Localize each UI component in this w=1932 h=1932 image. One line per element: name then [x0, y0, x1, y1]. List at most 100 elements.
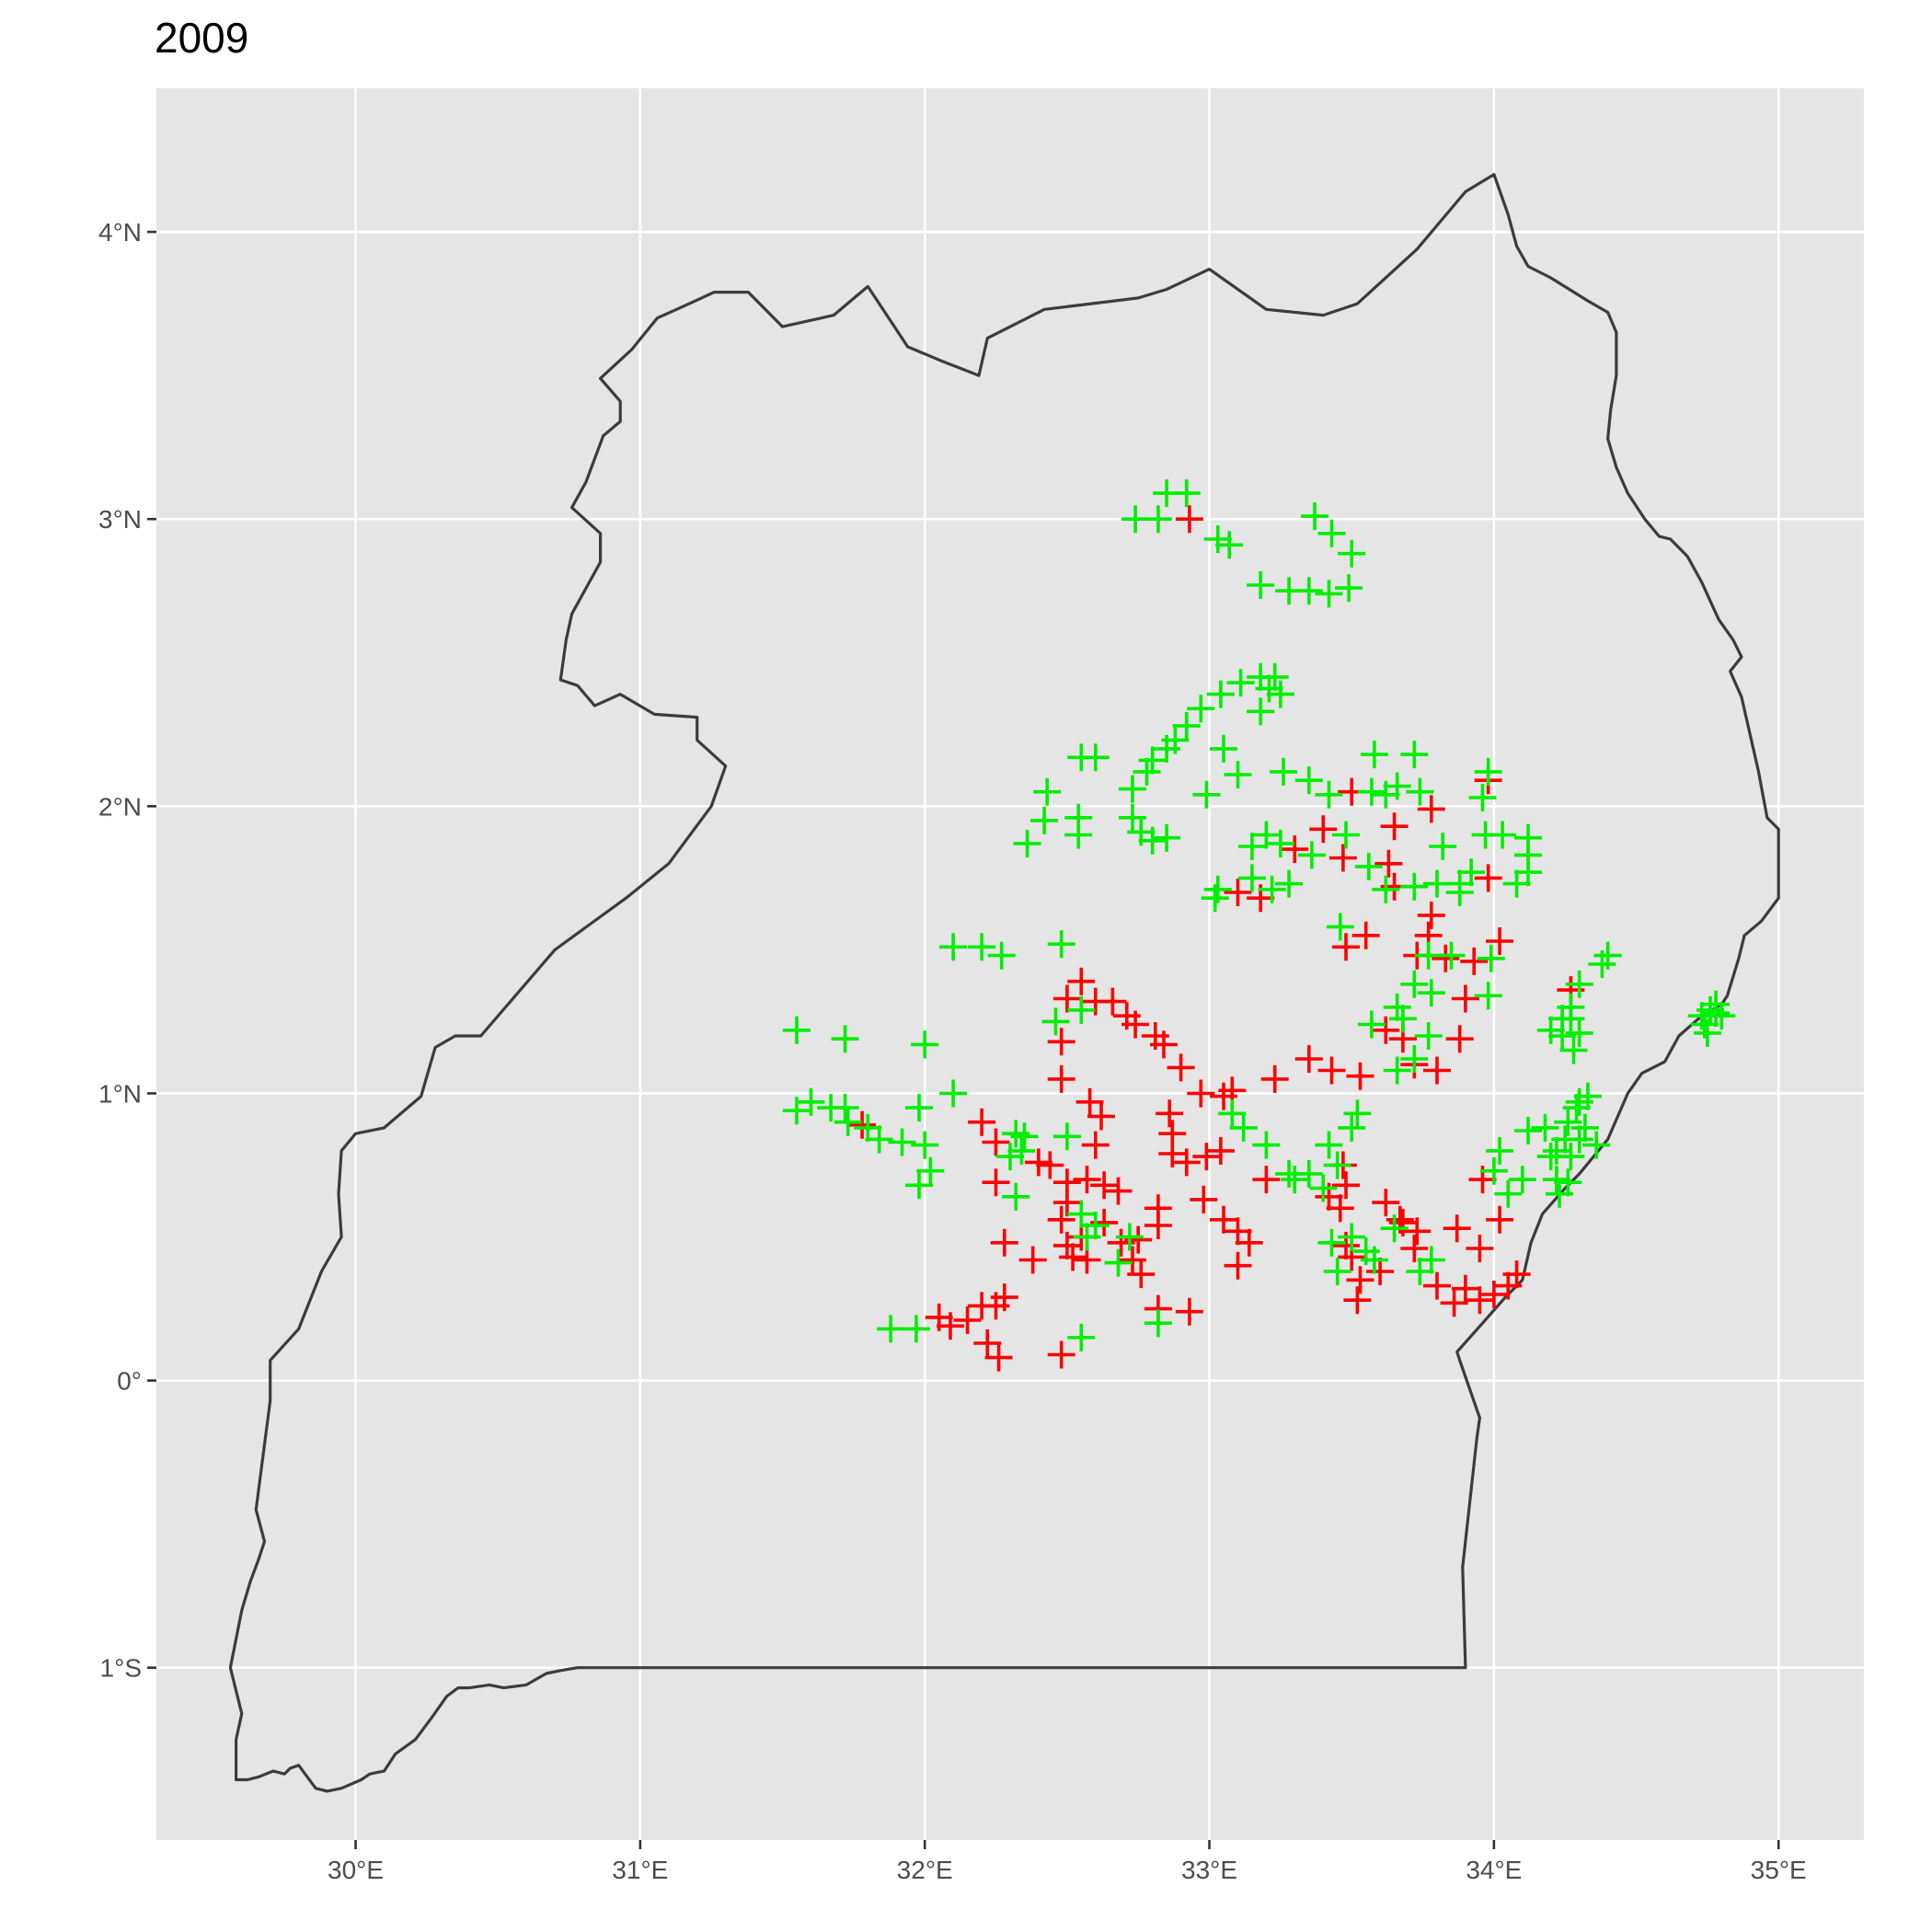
point-marker: [905, 1094, 933, 1122]
point-marker: [1158, 1140, 1187, 1167]
point-marker: [1052, 1122, 1081, 1151]
point-marker: [1559, 1036, 1588, 1064]
point-marker: [1229, 1113, 1258, 1142]
point-marker: [1468, 784, 1497, 811]
point-marker: [1403, 1217, 1432, 1246]
point-marker: [1255, 674, 1283, 703]
point-marker: [1210, 1082, 1237, 1110]
point-marker: [1372, 1016, 1400, 1044]
point-marker: [1417, 901, 1445, 929]
point-marker: [1275, 869, 1304, 898]
point-marker: [1104, 1177, 1133, 1205]
point-marker: [937, 1312, 964, 1340]
point-marker: [1406, 1258, 1434, 1285]
point-marker: [1047, 1064, 1075, 1093]
y-tick-label-0: 1°S: [100, 1654, 142, 1683]
point-marker: [1429, 833, 1457, 860]
point-marker: [1477, 944, 1505, 972]
plot-title: 2009: [155, 14, 249, 62]
point-marker: [1252, 821, 1281, 849]
point-marker: [1175, 505, 1203, 534]
point-marker: [1557, 993, 1585, 1021]
point-marker: [1708, 1002, 1736, 1030]
point-marker: [1119, 803, 1146, 832]
point-marker: [1388, 1005, 1417, 1033]
point-marker: [1247, 697, 1275, 726]
point-marker: [1281, 1166, 1309, 1194]
point-marker: [1326, 1194, 1354, 1223]
point-marker: [1121, 1010, 1150, 1039]
point-marker: [1218, 1099, 1247, 1128]
point-marker: [1338, 539, 1366, 568]
point-marker: [916, 1156, 945, 1185]
point-marker: [1172, 711, 1201, 740]
point-marker: [834, 1108, 862, 1136]
point-marker: [1258, 875, 1286, 903]
point-marker: [1479, 1156, 1508, 1185]
point-marker: [831, 1025, 859, 1053]
point-marker: [1172, 1148, 1201, 1177]
point-marker: [1354, 852, 1383, 880]
point-marker: [1417, 795, 1445, 823]
point-marker: [1210, 734, 1237, 763]
point-marker: [1323, 1258, 1351, 1285]
point-marker: [1332, 1171, 1360, 1200]
y-tick-label-3: 2°N: [98, 792, 142, 821]
point-marker: [1351, 921, 1380, 949]
point-marker: [1224, 1251, 1252, 1280]
point-marker: [1323, 1151, 1351, 1179]
point-marker: [996, 1143, 1024, 1171]
point-marker: [1297, 841, 1326, 869]
point-marker: [1466, 1286, 1494, 1315]
point-marker: [1494, 1179, 1523, 1208]
point-marker: [902, 1315, 930, 1343]
point-marker: [831, 1094, 859, 1122]
point-marker: [1451, 1274, 1479, 1303]
point-marker: [1406, 777, 1434, 806]
point-marker: [1067, 967, 1096, 995]
point-marker: [1073, 1166, 1101, 1194]
point-marker: [968, 1292, 996, 1320]
point-marker: [1357, 1010, 1386, 1039]
point-marker: [911, 1131, 939, 1159]
point-marker: [1309, 1174, 1338, 1202]
point-marker: [1696, 995, 1724, 1024]
point-marker: [1380, 812, 1409, 841]
point-marker: [1548, 1022, 1577, 1050]
point-marker: [1144, 505, 1172, 534]
point-marker: [1036, 1151, 1064, 1179]
point-marker: [1573, 1082, 1602, 1110]
point-marker: [1457, 858, 1486, 887]
point-marker: [1383, 772, 1411, 800]
point-marker: [1400, 970, 1429, 998]
point-marker: [1266, 680, 1294, 708]
point-marker: [1332, 933, 1360, 961]
point-marker: [1133, 757, 1161, 786]
y-tick-label-5: 4°N: [98, 218, 142, 247]
point-marker: [1224, 879, 1252, 906]
point-marker: [1417, 979, 1445, 1007]
point-marker: [1383, 993, 1411, 1021]
point-marker: [1203, 875, 1232, 903]
point-marker: [1326, 913, 1354, 941]
point-marker: [1317, 1228, 1346, 1257]
point-marker: [1514, 858, 1542, 887]
point-marker: [1175, 1297, 1203, 1326]
point-marker: [1360, 741, 1388, 769]
point-marker: [1294, 766, 1323, 795]
point-marker: [1206, 680, 1235, 708]
point-marker: [1360, 1246, 1388, 1274]
x-tick-label-2: 32°E: [897, 1856, 953, 1884]
x-tick-label-1: 31°E: [612, 1856, 668, 1884]
point-marker: [1328, 844, 1357, 872]
point-marker: [1466, 1235, 1494, 1262]
point-marker: [1237, 864, 1266, 892]
point-marker: [1542, 1166, 1570, 1194]
point-marker: [1002, 1182, 1030, 1211]
point-marker: [1024, 1148, 1052, 1177]
point-marker: [1215, 531, 1244, 559]
point-marker: [984, 1343, 1013, 1372]
point-marker: [1536, 1143, 1565, 1171]
point-marker: [1144, 1194, 1172, 1223]
